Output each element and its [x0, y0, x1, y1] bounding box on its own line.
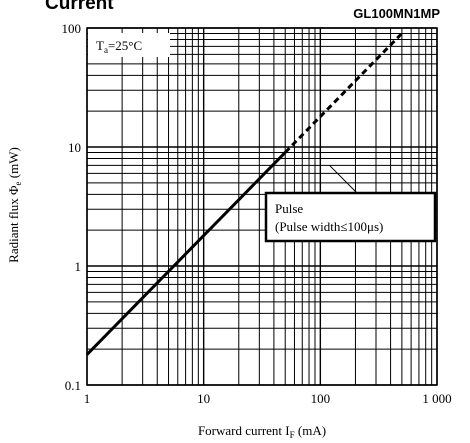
condition-box-bg: [88, 33, 170, 57]
condition-label: Ta=25°C: [96, 38, 142, 55]
y-tick-label: 0.1: [65, 378, 81, 393]
plot-frame: [86, 27, 438, 386]
x-tick-label: 1 000: [422, 391, 451, 406]
pulse-annotation-box: [264, 191, 437, 243]
pulse-annotation-line1: Pulse: [275, 201, 303, 216]
dc-series-line: [85, 151, 287, 356]
condition-box: Ta=25°C: [88, 33, 170, 57]
pulse-series-line: [284, 32, 403, 154]
model-label: GL100MN1MP: [353, 6, 440, 21]
y-tick-labels: 0.1 1 10 100: [62, 21, 82, 393]
pulse-annotation-line2: (Pulse width≤100μs): [275, 219, 383, 234]
pulse-annotation: Pulse (Pulse width≤100μs): [264, 191, 437, 243]
x-tick-label: 10: [197, 391, 210, 406]
y-tick-label: 10: [68, 140, 81, 155]
y-tick-label: 1: [75, 259, 82, 274]
x-tick-label: 100: [311, 391, 331, 406]
annotation-pointer-line: [329, 165, 358, 194]
x-tick-label: 1: [84, 391, 91, 406]
y-tick-label: 100: [62, 21, 82, 36]
chart-title-fragment: Current: [45, 0, 114, 14]
y-axis-label: Radiant flux Φe (mW): [6, 147, 23, 263]
x-axis-label: Forward current IF (mA): [198, 423, 326, 440]
x-tick-labels: 1 10 100 1 000: [84, 391, 452, 406]
series-group: [85, 32, 403, 356]
